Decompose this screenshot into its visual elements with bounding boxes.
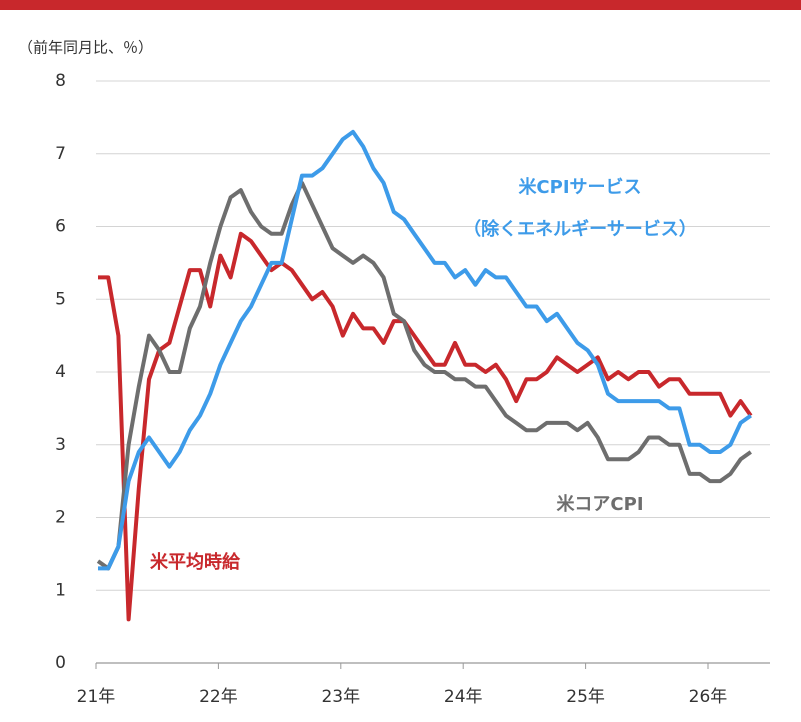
x-tick-label: 23年 [321, 687, 360, 707]
y-tick-label: 7 [55, 144, 66, 164]
series-label: 米平均時給 [150, 551, 241, 573]
series-line [98, 129, 752, 571]
x-tick-label: 25年 [566, 687, 605, 707]
y-axis-label: （前年同月比、％） [18, 39, 153, 57]
series-line [98, 231, 753, 622]
y-tick-label: 2 [55, 508, 66, 528]
y-tick-label: 8 [55, 71, 66, 91]
x-tick-label: 22年 [199, 687, 238, 707]
y-tick-label: 1 [55, 580, 66, 600]
series-label: 米コアCPI [556, 493, 643, 515]
top-bar [0, 0, 801, 10]
y-tick-label: 6 [55, 217, 66, 237]
series-line [96, 180, 752, 571]
x-tick-label: 24年 [444, 687, 483, 707]
series-label: 米CPIサービス [518, 176, 641, 198]
x-tick-label: 21年 [77, 687, 116, 707]
y-tick-label: 4 [55, 362, 66, 382]
y-tick-label: 0 [55, 653, 66, 673]
series-label-note: （除くエネルギーサービス） [463, 218, 697, 240]
x-tick-label: 26年 [689, 687, 728, 707]
y-tick-label: 3 [55, 435, 66, 455]
y-tick-label: 5 [55, 289, 66, 309]
